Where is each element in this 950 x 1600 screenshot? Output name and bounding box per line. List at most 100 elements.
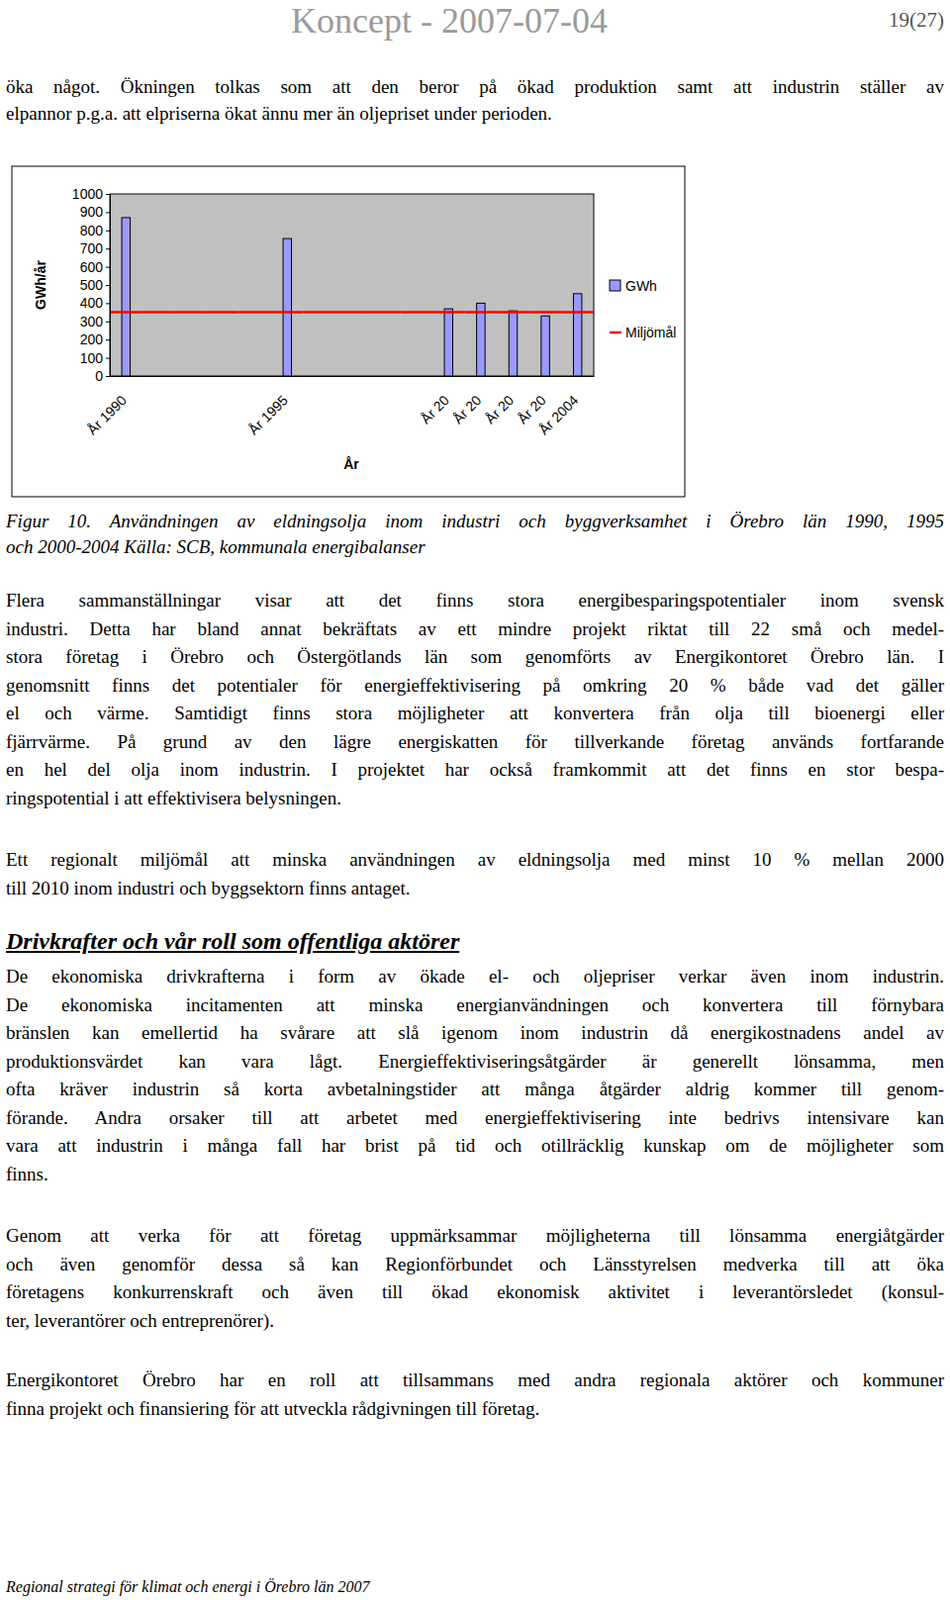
text-line: fjärrvärme. På grund av den lägre energi… xyxy=(5,728,945,756)
tick: År 20 xyxy=(481,376,517,427)
target-line xyxy=(368,310,401,314)
target-line xyxy=(432,310,466,314)
tick-label: År 1995 xyxy=(245,391,291,438)
text-line: företagens konkurrenskraft och även till… xyxy=(5,1278,945,1306)
text-line: Energikontoret Örebro har en roll att ti… xyxy=(5,1366,945,1394)
tick-label: 900 xyxy=(80,203,104,220)
target-line xyxy=(142,310,176,314)
text-line: och även genomför dessa så kan Regionför… xyxy=(5,1250,945,1278)
series-0 xyxy=(121,217,582,377)
tick: År 1995 xyxy=(245,376,291,438)
x-axis-title: År xyxy=(343,456,360,473)
target-line xyxy=(561,310,594,314)
tick-mark xyxy=(105,230,110,232)
axis-line xyxy=(110,376,595,378)
text-line: vara att industrin i många fall har bris… xyxy=(5,1132,945,1159)
tick-mark xyxy=(105,267,110,269)
text-line: ter, leverantörer och entreprenörer). xyxy=(5,1307,945,1334)
header-title: Koncept - 2007-07-04 xyxy=(0,0,899,42)
page-number: 19(27) xyxy=(888,5,945,34)
text-line: bränslen kan emellertid ha svårare att s… xyxy=(5,1019,945,1046)
series-1 xyxy=(109,311,594,313)
text-line: Genom att verka för att företag uppmärks… xyxy=(5,1222,945,1249)
caption-line: Figur 10. Användningen av eldningsolja i… xyxy=(5,507,945,535)
tick-mark xyxy=(105,285,110,286)
bar xyxy=(444,308,453,377)
text-line: De ekonomiska drivkrafterna i form av ök… xyxy=(5,962,945,990)
target-line xyxy=(303,310,337,314)
text-line: ofta kräver industrin så korta avbetalni… xyxy=(5,1075,945,1103)
text-line: förande. Andra orsaker till att arbetet … xyxy=(5,1104,945,1132)
tick: 200 xyxy=(80,331,110,348)
target-line xyxy=(109,310,143,314)
text-line: industri. Detta har bland annat bekräfta… xyxy=(5,615,945,643)
tick: 100 xyxy=(80,350,110,367)
legend-label: Miljömål xyxy=(625,324,676,341)
text-line: De ekonomiska incitamenten att minska en… xyxy=(5,991,945,1019)
bar xyxy=(541,315,550,377)
text-line: genomsnitt finns det potentialer för ene… xyxy=(5,671,945,699)
tick-label: 800 xyxy=(80,222,104,239)
tick-label: 100 xyxy=(80,350,104,367)
target-line xyxy=(206,310,240,314)
tick-label: År 20 xyxy=(450,391,485,427)
tick-label: 700 xyxy=(80,240,104,257)
target-line xyxy=(399,310,433,314)
text-line: stora företag i Örebro och Östergötlands… xyxy=(5,643,945,670)
bar xyxy=(121,217,130,377)
tick-mark xyxy=(105,376,110,378)
tick-label: 300 xyxy=(80,313,104,330)
text-line: öka något. Ökningen tolkas som att den b… xyxy=(5,73,945,100)
tick-label: 600 xyxy=(80,259,104,276)
text-line: finna projekt och finansiering för att u… xyxy=(5,1395,945,1423)
tick-mark xyxy=(105,358,110,360)
tick: 1000 xyxy=(72,186,110,202)
x-axis: År 1990År 1995År 20År 20År 20År 20År 200… xyxy=(84,376,595,438)
plot-area xyxy=(109,193,594,377)
text-line: till 2010 inom industri och byggsektorn … xyxy=(5,874,945,902)
target-line xyxy=(271,310,304,314)
tick: År 1990 xyxy=(84,376,130,438)
tick-label: 0 xyxy=(95,368,103,384)
tick-mark xyxy=(105,321,110,323)
tick-mark xyxy=(105,302,110,304)
target-line xyxy=(529,310,563,314)
bar xyxy=(476,302,485,377)
legend-swatch xyxy=(609,280,621,291)
text-line: produktionsvärdet kan vara lågt. Energie… xyxy=(5,1047,945,1075)
target-line xyxy=(238,310,272,314)
text-line: ringspotential i att effektivisera belys… xyxy=(5,784,945,812)
tick-mark xyxy=(105,339,110,341)
tick: 300 xyxy=(80,313,110,330)
tick: 900 xyxy=(80,203,110,220)
chart-frame xyxy=(11,166,685,497)
chart: 0100 200300 400500600 700800 9001000 År 1990 Å… xyxy=(0,0,950,505)
tick: 600 xyxy=(80,259,110,276)
y-axis-title: GWh/år xyxy=(32,260,49,310)
footer: Regional strategi för klimat och energi … xyxy=(5,1577,371,1598)
tick-mark xyxy=(105,193,110,195)
target-line xyxy=(335,310,369,314)
caption-line: och 2000-2004 Källa: SCB, kommunala ener… xyxy=(5,533,945,561)
bar xyxy=(508,310,517,377)
bar xyxy=(283,238,291,377)
tick-label: År 1990 xyxy=(84,391,130,438)
page: Koncept - 2007-07-0419(27) öka något. Ökn… xyxy=(0,0,950,1600)
text-line: Flera sammanställningar visar att det fi… xyxy=(5,586,945,614)
tick: 800 xyxy=(80,222,110,239)
tick-label: 1000 xyxy=(72,186,103,202)
marks xyxy=(109,217,594,377)
tick-label: År 2004 xyxy=(535,391,581,438)
tick-mark xyxy=(105,211,110,213)
tick-label: År 20 xyxy=(417,391,453,427)
text-line: en hel del olja inom industrin. I projek… xyxy=(5,756,945,783)
tick-label: 400 xyxy=(80,294,104,311)
bar xyxy=(572,293,581,377)
tick: 700 xyxy=(80,240,110,257)
text-line: Ett regionalt miljömål att minska använd… xyxy=(5,846,945,873)
tick: 400 xyxy=(80,294,110,311)
tick: År 2004 xyxy=(535,376,581,438)
text-line: el och värme. Samtidigt finns stora möjl… xyxy=(5,699,945,727)
tick: 500 xyxy=(80,277,110,293)
axis-line xyxy=(109,194,111,378)
